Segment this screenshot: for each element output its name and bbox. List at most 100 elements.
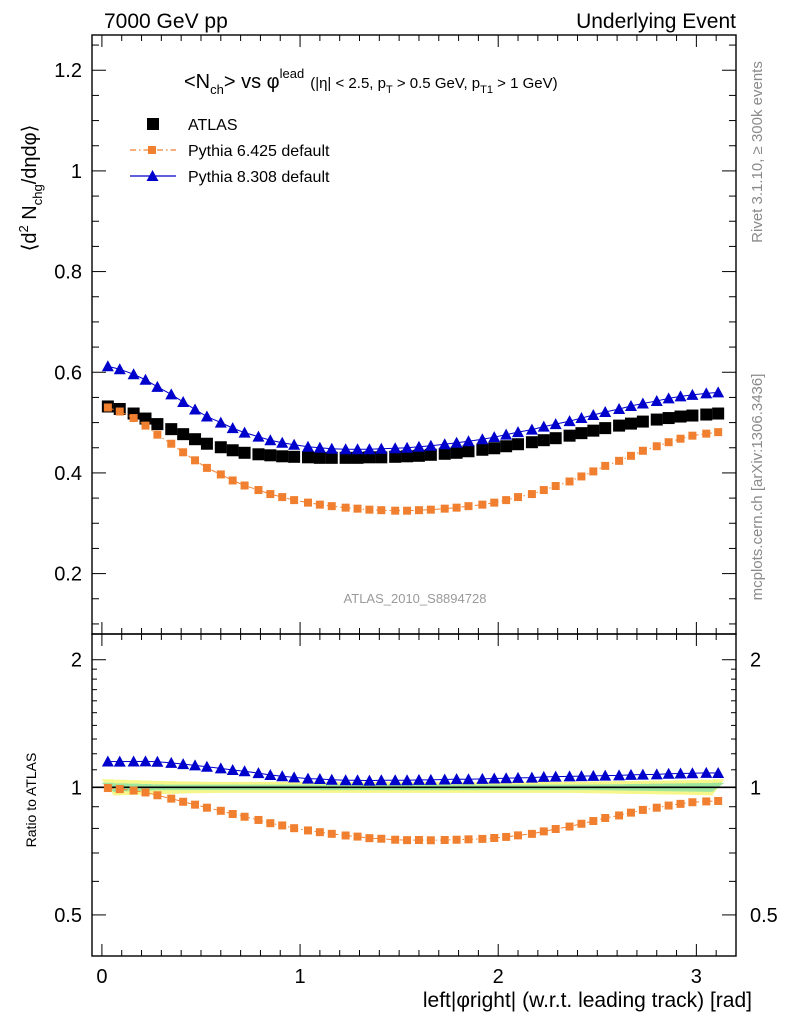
legend-marker-atlas	[147, 118, 159, 130]
main-y-tick-label: 0.4	[54, 463, 82, 485]
main-point-pythia6	[290, 496, 299, 505]
main-series-group	[101, 360, 725, 515]
main-point-pythia6	[502, 496, 511, 505]
main-point-atlas	[624, 417, 637, 430]
main-point-pythia6	[167, 439, 176, 448]
main-point-atlas	[226, 444, 239, 457]
main-y-tick-label: 1	[71, 161, 82, 183]
main-point-pythia8	[363, 443, 376, 455]
ratio-point-pythia8	[438, 773, 451, 785]
ratio-point-pythia6	[514, 831, 523, 840]
main-point-pythia6	[440, 504, 449, 513]
ratio-point-pythia8	[276, 770, 289, 782]
main-point-pythia8	[252, 430, 265, 442]
ratio-point-pythia8	[339, 774, 352, 786]
main-point-atlas	[636, 415, 649, 428]
main-point-atlas	[139, 412, 152, 425]
ratio-point-pythia6	[240, 812, 249, 821]
main-point-pythia6	[341, 503, 350, 512]
main-point-atlas	[587, 424, 600, 437]
main-point-pythia8	[650, 394, 663, 406]
ratio-point-pythia8	[288, 771, 301, 783]
ratio-point-pythia8	[525, 771, 538, 783]
ratio-y-tick-label-right: 1	[750, 777, 761, 799]
ratio-point-pythia8	[139, 755, 152, 767]
main-point-atlas	[238, 446, 251, 459]
ratio-point-pythia6	[129, 786, 138, 795]
ratio-point-pythia6	[266, 819, 275, 828]
ratio-point-pythia8	[587, 769, 600, 781]
axis-ticks	[92, 35, 737, 957]
main-point-pythia6	[141, 421, 150, 430]
ratio-point-pythia6	[141, 788, 150, 797]
main-y-tick-label: 0.8	[54, 262, 82, 284]
ratio-point-pythia8	[189, 759, 202, 771]
ratio-point-pythia8	[450, 773, 463, 785]
ratio-point-pythia6	[179, 797, 188, 806]
main-point-pythia6	[327, 502, 336, 511]
main-point-atlas	[424, 448, 437, 461]
main-y-axis-label: ⟨d2 Nchg/dηdφ⟩	[16, 125, 45, 252]
ratio-point-pythia8	[151, 755, 164, 767]
ratio-point-pythia8	[389, 774, 402, 786]
ratio-point-pythia6	[440, 836, 449, 845]
main-point-atlas	[288, 450, 301, 463]
legend-marker-pythia6	[148, 146, 156, 154]
main-point-atlas	[200, 437, 213, 450]
ratio-point-pythia6	[115, 785, 124, 794]
mcplots-label: mcplots.cern.ch [arXiv:1306.3436]	[749, 374, 766, 601]
main-point-pythia6	[664, 438, 673, 447]
main-point-atlas	[599, 422, 612, 435]
x-tick-label: 2	[493, 966, 504, 988]
main-point-pythia8	[525, 423, 538, 435]
main-point-pythia8	[512, 426, 525, 438]
ratio-point-pythia6	[278, 821, 287, 830]
main-point-pythia6	[490, 498, 499, 507]
ratio-point-pythia8	[127, 755, 140, 767]
main-point-atlas	[252, 448, 265, 461]
main-point-pythia6	[103, 403, 112, 412]
main-point-atlas	[214, 441, 227, 454]
main-point-pythia8	[624, 399, 637, 411]
main-point-pythia8	[636, 397, 649, 409]
ratio-point-pythia8	[488, 772, 501, 784]
ratio-point-pythia6	[103, 784, 112, 793]
main-point-pythia6	[191, 456, 200, 465]
ratio-y-tick-label-right: 0.5	[750, 905, 778, 927]
plot-title: <Nch> vs φlead(|η| < 2.5, pT > 0.5 GeV, …	[184, 66, 558, 97]
main-point-pythia6	[539, 486, 548, 495]
main-point-pythia6	[527, 490, 536, 499]
main-point-pythia6	[478, 500, 487, 509]
ratio-point-pythia8	[537, 770, 550, 782]
ratio-point-pythia6	[664, 801, 673, 810]
main-point-atlas	[375, 451, 388, 464]
ratio-point-pythia8	[325, 773, 338, 785]
main-point-pythia8	[575, 412, 588, 424]
main-point-atlas	[700, 408, 713, 421]
axis-tick-labels: 0 1 2 3 0.2 0.4 0.6 0.8 1 1.2 0.5 0.5 1 1 2 2	[54, 60, 778, 988]
main-point-pythia8	[438, 438, 451, 450]
ratio-point-pythia8	[650, 768, 663, 780]
ratio-point-pythia6	[601, 813, 610, 822]
legend-label-pythia6: Pythia 6.425 default	[188, 143, 330, 160]
main-point-pythia6	[589, 467, 598, 476]
main-point-atlas	[674, 410, 687, 423]
main-point-pythia6	[240, 481, 249, 490]
main-point-atlas	[613, 419, 626, 432]
main-point-atlas	[450, 446, 463, 459]
rivet-label: Rivet 3.1.10, ≥ 300k events	[749, 61, 766, 243]
main-point-pythia8	[674, 390, 687, 402]
ratio-point-pythia8	[563, 770, 576, 782]
main-point-pythia6	[551, 482, 560, 491]
ratio-y-tick-label: 2	[71, 650, 82, 672]
ratio-point-pythia8	[613, 769, 626, 781]
main-point-pythia6	[626, 451, 635, 460]
main-point-pythia6	[577, 472, 586, 481]
main-point-pythia6	[565, 477, 574, 486]
main-point-atlas	[412, 449, 425, 462]
main-point-pythia6	[315, 500, 324, 509]
ratio-point-pythia8	[101, 755, 114, 767]
main-point-pythia6	[688, 431, 697, 440]
main-point-atlas	[151, 418, 164, 431]
main-point-pythia6	[601, 461, 610, 470]
